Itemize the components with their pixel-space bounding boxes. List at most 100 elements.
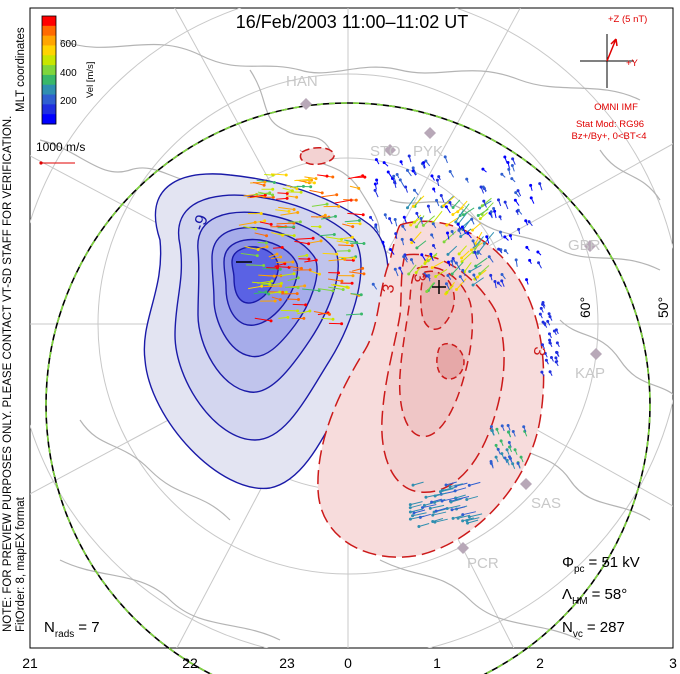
velocity-vector xyxy=(398,266,404,275)
velocity-vector xyxy=(276,196,289,200)
velocity-vector xyxy=(435,178,440,187)
velocity-vector xyxy=(538,182,543,191)
velocity-vector xyxy=(516,189,522,197)
velocity-vector xyxy=(540,343,545,350)
velocity-vector xyxy=(395,172,400,179)
velocity-vector xyxy=(431,511,447,517)
velocity-vector xyxy=(511,157,516,165)
velocity-vector xyxy=(389,247,395,255)
colorbar-segment xyxy=(42,84,56,96)
velocity-vector xyxy=(321,214,337,220)
velocity-vector xyxy=(375,178,379,185)
velocity-vector xyxy=(425,282,435,293)
velocity-vector xyxy=(336,240,349,245)
velocity-vector xyxy=(432,187,436,193)
cross-polar-cap-potential: Φpc = 51 kV xyxy=(562,554,640,575)
radar-marker: SAS xyxy=(520,478,561,512)
velocity-vector xyxy=(498,230,503,238)
velocity-vector xyxy=(548,370,553,376)
velocity-vector xyxy=(473,250,479,260)
velocity-vector xyxy=(442,231,457,244)
velocity-vector xyxy=(278,315,290,319)
velocity-vector xyxy=(434,507,447,513)
velocity-colorbar xyxy=(41,15,57,125)
potential-contour xyxy=(299,147,335,166)
velocity-vector xyxy=(383,213,387,220)
velocity-vector xyxy=(393,267,399,277)
colorbar-tick-600: 600 xyxy=(60,39,77,50)
velocity-vector xyxy=(393,180,397,189)
velocity-vector xyxy=(524,219,529,226)
radar-marker: PCR xyxy=(457,542,499,572)
contour-label-neg: -9 xyxy=(189,212,212,233)
velocity-vector xyxy=(381,240,386,248)
velocity-vector xyxy=(319,232,336,237)
velocity-vector xyxy=(444,282,450,291)
velocity-vector xyxy=(508,234,513,241)
velocity-vector xyxy=(422,501,435,507)
velocity-vector xyxy=(454,210,464,224)
velocity-vector xyxy=(343,198,358,202)
velocity-vector xyxy=(538,312,543,319)
colorbar-segment xyxy=(42,104,56,115)
velocity-vector xyxy=(347,222,362,226)
velocity-vector xyxy=(543,351,548,358)
velocity-vector xyxy=(249,193,267,198)
velocity-vector xyxy=(322,252,339,256)
velocity-vector xyxy=(465,495,479,501)
velocity-vector xyxy=(525,278,529,285)
velocity-vector xyxy=(458,275,465,283)
velocity-vector xyxy=(414,215,425,229)
svg-text:PYK: PYK xyxy=(413,143,443,160)
velocity-vector xyxy=(528,258,532,264)
velocity-vector xyxy=(511,462,516,469)
velocity-vector xyxy=(278,206,296,212)
colorbar-segment xyxy=(42,16,56,27)
velocity-vector xyxy=(291,316,306,320)
velocity-vector xyxy=(304,258,318,263)
velocity-vector xyxy=(554,356,559,363)
velocity-vector xyxy=(286,195,299,199)
velocity-vector xyxy=(294,240,311,246)
velocity-vector xyxy=(421,504,437,510)
svg-text:STO: STO xyxy=(370,143,401,160)
velocity-vector xyxy=(337,274,355,278)
velocity-vector xyxy=(402,215,407,223)
velocity-vector xyxy=(461,511,476,517)
velocity-vector xyxy=(517,227,521,235)
velocity-vector xyxy=(481,167,487,173)
radar-marker: KAP xyxy=(575,348,605,382)
velocity-vector xyxy=(414,264,423,275)
contour-label-pos-3: 3 xyxy=(529,345,547,357)
velocity-vector xyxy=(270,255,283,260)
velocity-vector xyxy=(243,226,258,231)
velocity-vector xyxy=(457,228,462,235)
svg-text:ΛHM= 58°: ΛHM = 58° xyxy=(562,586,627,607)
velocity-vector xyxy=(500,452,505,459)
velocity-vector xyxy=(471,277,484,287)
velocity-vector xyxy=(496,281,502,287)
colorbar-tick-400: 400 xyxy=(60,68,77,79)
velocity-vector xyxy=(487,255,494,263)
velocity-vector xyxy=(507,455,512,462)
coastlines xyxy=(39,39,673,641)
velocity-vector xyxy=(522,425,527,432)
velocity-vector xyxy=(465,517,480,523)
velocity-vector xyxy=(313,311,331,316)
velocity-vector xyxy=(288,265,303,270)
velocity-vector xyxy=(444,205,451,214)
velocity-vector xyxy=(274,262,287,267)
velocity-vector xyxy=(278,272,296,277)
velocity-vector xyxy=(287,276,300,282)
velocity-vector xyxy=(474,257,488,268)
mlt-label: 23 xyxy=(279,655,295,671)
velocity-vector xyxy=(498,215,502,221)
velocity-vector xyxy=(349,185,361,190)
velocity-vector xyxy=(500,424,505,432)
velocity-vector xyxy=(461,268,466,277)
colorbar-segment xyxy=(42,114,56,125)
velocity-vector xyxy=(548,338,553,345)
velocity-vector xyxy=(328,286,345,292)
velocity-vector xyxy=(448,483,463,489)
velocity-vector xyxy=(450,229,454,235)
